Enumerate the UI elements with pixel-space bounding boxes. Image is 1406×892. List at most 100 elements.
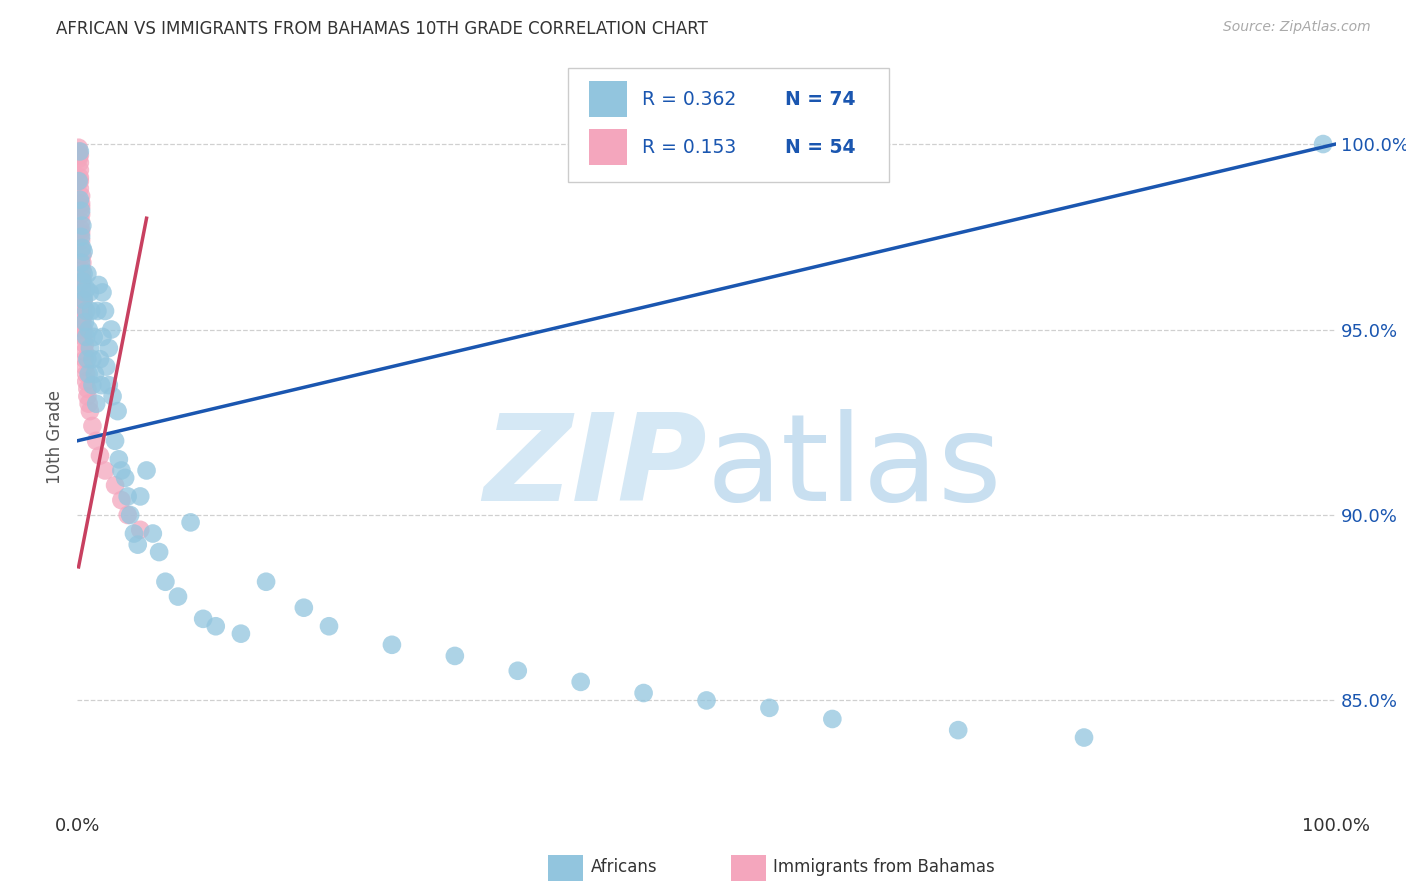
Point bbox=[69, 174, 91, 188]
Text: Source: ZipAtlas.com: Source: ZipAtlas.com bbox=[1223, 20, 1371, 34]
Point bbox=[122, 526, 145, 541]
Text: AFRICAN VS IMMIGRANTS FROM BAHAMAS 10TH GRADE CORRELATION CHART: AFRICAN VS IMMIGRANTS FROM BAHAMAS 10TH … bbox=[56, 20, 709, 37]
Point bbox=[72, 289, 94, 303]
Point bbox=[73, 285, 96, 300]
Point bbox=[72, 315, 94, 329]
Point bbox=[72, 244, 94, 259]
Point bbox=[148, 545, 170, 559]
Point bbox=[948, 723, 970, 738]
Point bbox=[72, 274, 94, 288]
Point bbox=[204, 619, 226, 633]
Point bbox=[72, 304, 94, 318]
Point bbox=[73, 352, 96, 367]
Point bbox=[129, 490, 152, 504]
Point bbox=[70, 189, 93, 203]
Bar bbox=[589, 81, 627, 117]
Point bbox=[89, 449, 111, 463]
Text: R = 0.153: R = 0.153 bbox=[643, 137, 737, 157]
Point bbox=[72, 263, 94, 277]
Point bbox=[82, 352, 104, 367]
Point bbox=[90, 378, 112, 392]
Point bbox=[75, 282, 97, 296]
Point bbox=[73, 337, 96, 351]
Point bbox=[633, 686, 655, 700]
Point bbox=[79, 404, 101, 418]
Point bbox=[75, 375, 97, 389]
Point bbox=[70, 229, 93, 244]
Point bbox=[70, 203, 93, 218]
Point bbox=[72, 219, 94, 233]
Point bbox=[758, 701, 780, 715]
Point bbox=[318, 619, 340, 633]
Point bbox=[84, 434, 107, 448]
Point bbox=[69, 155, 91, 169]
Point bbox=[70, 222, 93, 236]
Point bbox=[72, 256, 94, 270]
Point bbox=[254, 574, 277, 589]
Point bbox=[72, 322, 94, 336]
Point bbox=[76, 389, 98, 403]
Point bbox=[72, 270, 94, 285]
Point bbox=[70, 234, 93, 248]
Point bbox=[69, 148, 91, 162]
Point bbox=[100, 322, 122, 336]
Point bbox=[72, 308, 94, 322]
Point bbox=[94, 304, 117, 318]
Point bbox=[72, 267, 94, 281]
Point bbox=[69, 145, 91, 159]
Point bbox=[107, 404, 129, 418]
Point bbox=[167, 590, 190, 604]
Point bbox=[79, 285, 101, 300]
Point bbox=[73, 359, 96, 374]
Point bbox=[75, 304, 97, 318]
Point bbox=[69, 193, 91, 207]
Point bbox=[117, 508, 139, 522]
Point bbox=[72, 274, 94, 288]
Point bbox=[821, 712, 844, 726]
Point bbox=[67, 148, 90, 162]
Point bbox=[72, 300, 94, 314]
Point bbox=[104, 434, 127, 448]
Text: Immigrants from Bahamas: Immigrants from Bahamas bbox=[773, 858, 995, 876]
Text: N = 74: N = 74 bbox=[785, 90, 855, 109]
Point bbox=[381, 638, 404, 652]
Point bbox=[110, 493, 132, 508]
Point bbox=[69, 181, 91, 195]
Point bbox=[110, 463, 132, 477]
Point bbox=[79, 341, 101, 355]
Point bbox=[67, 145, 90, 159]
FancyBboxPatch shape bbox=[568, 69, 889, 182]
Point bbox=[70, 241, 93, 255]
Point bbox=[69, 170, 91, 185]
Point bbox=[104, 478, 127, 492]
Y-axis label: 10th Grade: 10th Grade bbox=[46, 390, 65, 484]
Point bbox=[229, 626, 252, 640]
Point bbox=[72, 322, 94, 336]
Point bbox=[72, 293, 94, 307]
Point bbox=[72, 296, 94, 310]
Point bbox=[70, 215, 93, 229]
Point bbox=[89, 352, 111, 367]
Point bbox=[70, 207, 93, 221]
Point bbox=[84, 367, 107, 381]
Point bbox=[80, 304, 103, 318]
Point bbox=[72, 241, 94, 255]
Point bbox=[67, 141, 90, 155]
Point bbox=[142, 526, 165, 541]
Point bbox=[77, 322, 100, 336]
Point bbox=[86, 304, 108, 318]
Point bbox=[696, 693, 718, 707]
Text: N = 54: N = 54 bbox=[785, 137, 855, 157]
Point bbox=[135, 463, 157, 477]
Point bbox=[82, 419, 104, 434]
Point bbox=[67, 174, 90, 188]
Point bbox=[94, 463, 117, 477]
Point bbox=[70, 200, 93, 214]
Point bbox=[72, 248, 94, 262]
Point bbox=[76, 382, 98, 396]
Point bbox=[96, 359, 118, 374]
Point bbox=[75, 330, 97, 344]
Point bbox=[77, 397, 100, 411]
Point bbox=[72, 311, 94, 326]
Text: Africans: Africans bbox=[591, 858, 657, 876]
